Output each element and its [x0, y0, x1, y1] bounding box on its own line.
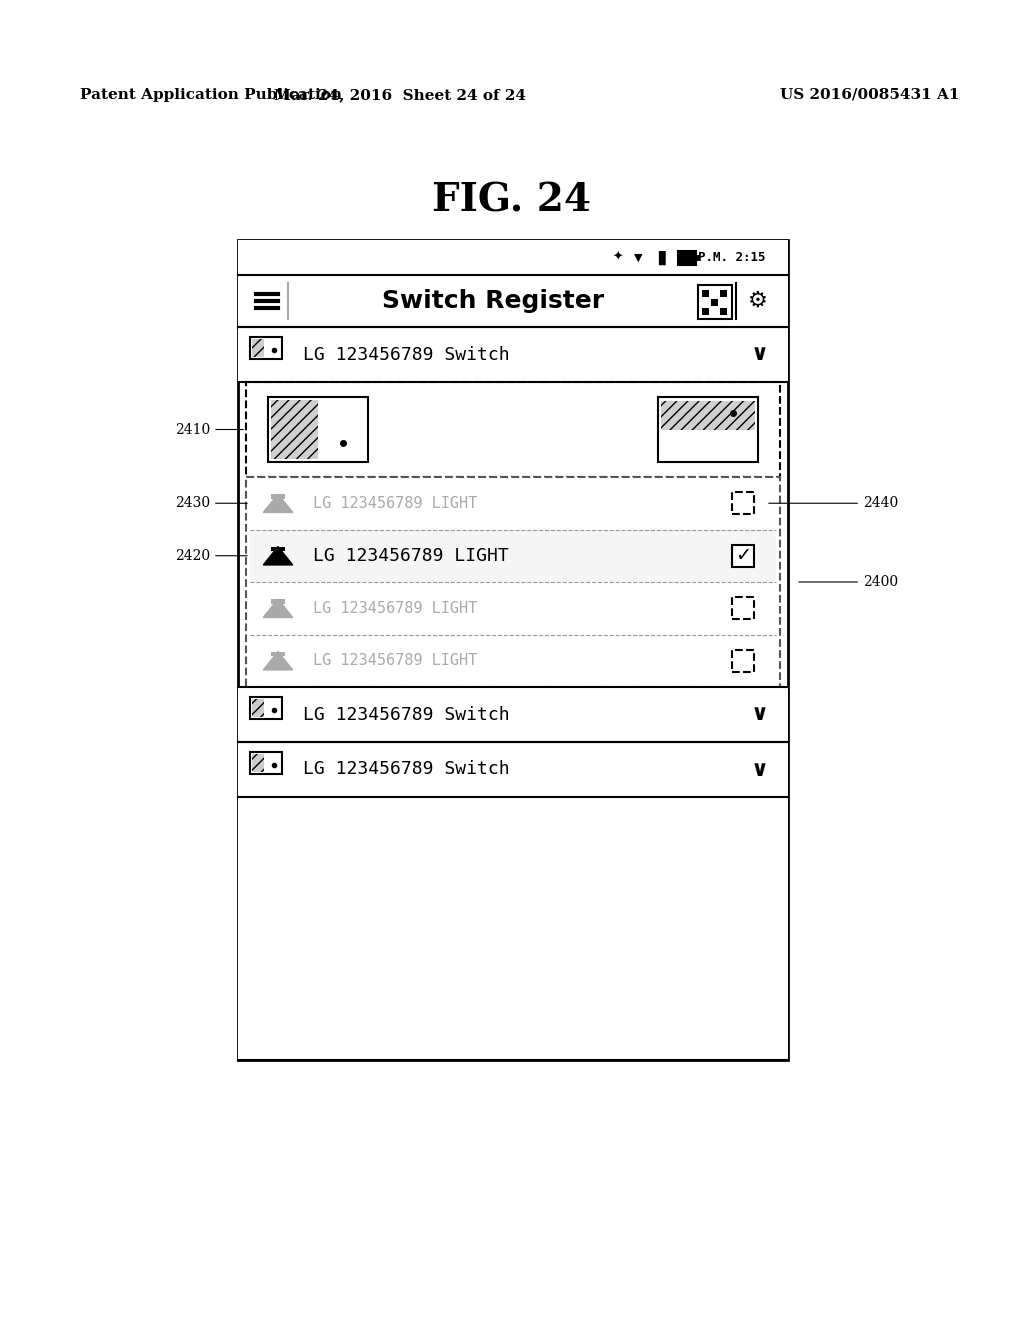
Text: ∨: ∨: [751, 705, 769, 725]
Bar: [250, 697, 282, 719]
Bar: [732, 545, 754, 566]
Bar: [238, 327, 788, 381]
Text: ✓: ✓: [735, 546, 752, 565]
Bar: [238, 686, 788, 742]
Bar: [246, 381, 780, 477]
Bar: [702, 290, 709, 297]
Text: LG 123456789 LIGHT: LG 123456789 LIGHT: [313, 496, 477, 511]
Text: Switch Register: Switch Register: [382, 289, 604, 313]
Text: 2400: 2400: [799, 576, 898, 589]
Polygon shape: [263, 599, 293, 618]
Text: LG 123456789 LIGHT: LG 123456789 LIGHT: [313, 546, 509, 565]
Text: ✦: ✦: [612, 251, 624, 264]
Bar: [268, 397, 368, 462]
Text: FIG. 24: FIG. 24: [432, 181, 592, 219]
Text: ▋: ▋: [657, 251, 669, 264]
Bar: [271, 400, 318, 459]
Bar: [250, 529, 776, 582]
Text: Mar. 24, 2016  Sheet 24 of 24: Mar. 24, 2016 Sheet 24 of 24: [274, 88, 526, 102]
Bar: [732, 597, 754, 619]
Bar: [270, 599, 286, 603]
Bar: [658, 397, 758, 462]
Text: 2440: 2440: [769, 496, 898, 511]
Bar: [270, 494, 286, 499]
Bar: [696, 255, 699, 260]
Bar: [238, 240, 788, 275]
Bar: [270, 652, 286, 656]
Bar: [250, 337, 282, 359]
Bar: [238, 240, 788, 1060]
Text: LG 123456789 LIGHT: LG 123456789 LIGHT: [313, 653, 477, 668]
Bar: [246, 477, 780, 686]
Text: 2420: 2420: [175, 549, 247, 562]
Text: ∨: ∨: [751, 759, 769, 780]
Text: LG 123456789 Switch: LG 123456789 Switch: [303, 760, 510, 779]
Text: ∨: ∨: [751, 345, 769, 364]
Text: P.M. 2:15: P.M. 2:15: [698, 251, 766, 264]
Bar: [732, 649, 754, 672]
Bar: [711, 300, 718, 306]
Bar: [732, 492, 754, 515]
Text: LG 123456789 Switch: LG 123456789 Switch: [303, 346, 510, 363]
Bar: [698, 285, 732, 319]
Text: Patent Application Publication: Patent Application Publication: [80, 88, 342, 102]
Bar: [252, 754, 264, 772]
Bar: [270, 546, 286, 552]
Polygon shape: [263, 494, 293, 512]
Text: LG 123456789 LIGHT: LG 123456789 LIGHT: [313, 601, 477, 615]
Bar: [720, 290, 727, 297]
Bar: [702, 308, 709, 315]
Bar: [720, 308, 727, 315]
Bar: [238, 742, 788, 797]
Bar: [238, 275, 788, 327]
Bar: [252, 339, 264, 358]
Text: 2430: 2430: [175, 496, 247, 511]
Text: LG 123456789 Switch: LG 123456789 Switch: [303, 705, 510, 723]
Text: 2410: 2410: [175, 422, 244, 437]
Polygon shape: [263, 652, 293, 671]
Bar: [662, 401, 755, 430]
Bar: [250, 752, 282, 775]
Polygon shape: [263, 546, 293, 565]
Text: ⚙: ⚙: [748, 290, 768, 312]
Text: ▼: ▼: [634, 252, 642, 263]
Bar: [238, 797, 788, 1060]
Bar: [252, 700, 264, 717]
Bar: [678, 251, 696, 264]
Text: US 2016/0085431 A1: US 2016/0085431 A1: [780, 88, 959, 102]
